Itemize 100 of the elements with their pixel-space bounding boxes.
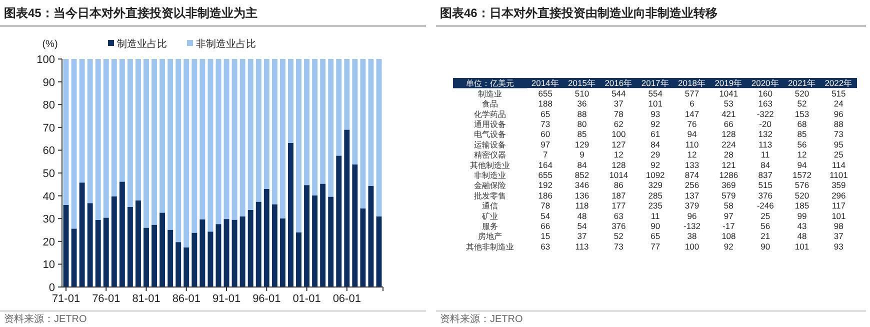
- data-label: 78: [540, 200, 550, 211]
- data-label: 520: [794, 88, 810, 98]
- y-tick-label: 精密仪器: [474, 150, 506, 160]
- y-tick-label: 60: [42, 145, 55, 158]
- y-axis-title: 单位：亿美元: [466, 79, 514, 88]
- data-label: 98: [834, 221, 844, 231]
- data-label: 66: [540, 221, 550, 231]
- data-label: 90: [760, 241, 770, 252]
- y-tick-label: 30: [42, 214, 55, 226]
- bar: [376, 216, 382, 287]
- data-label: 54: [540, 210, 550, 221]
- data-label: 25: [834, 150, 844, 160]
- bar: [376, 59, 382, 216]
- y-tick-label: 运输设备: [474, 140, 506, 150]
- data-label: 56: [797, 139, 807, 150]
- data-label: 63: [614, 210, 624, 221]
- y-tick-label: 50: [42, 168, 55, 180]
- x-tick-label: 2021年: [788, 78, 816, 88]
- data-label: -132: [683, 221, 701, 231]
- data-label: 160: [758, 88, 773, 98]
- bar: [240, 59, 246, 216]
- data-label: 76: [687, 119, 697, 129]
- data-label: 837: [758, 170, 773, 180]
- y-tick-label: 其他非制造业: [466, 242, 514, 252]
- bar: [127, 59, 133, 207]
- data-label: 520: [794, 190, 810, 200]
- x-tick-label: 2015年: [568, 78, 596, 88]
- bar: [192, 232, 198, 287]
- data-label: 92: [724, 241, 734, 252]
- bar: [184, 247, 190, 287]
- data-label: 655: [538, 88, 553, 98]
- y-tick-label: 10: [42, 259, 55, 272]
- data-label: 577: [684, 88, 700, 98]
- bar: [272, 204, 278, 287]
- data-label: 133: [684, 160, 700, 170]
- data-label: 100: [684, 241, 700, 252]
- bar: [256, 59, 262, 202]
- data-label: 54: [577, 221, 587, 231]
- data-label: 576: [794, 180, 810, 190]
- bar: [71, 228, 77, 287]
- data-label: 52: [614, 231, 624, 242]
- text: 资料来源：JETRO: [440, 313, 523, 325]
- data-label: 376: [612, 221, 626, 231]
- data-label: 1014: [609, 170, 628, 180]
- data-label: 554: [648, 88, 663, 98]
- data-label: 114: [832, 160, 846, 170]
- data-label: 153: [794, 108, 810, 119]
- y-tick-label: 矿业: [481, 212, 498, 221]
- legend-label: 制造业占比: [117, 38, 167, 50]
- bar: [192, 59, 198, 233]
- data-label: 192: [538, 180, 553, 190]
- y-tick-label: 电气设备: [474, 130, 506, 140]
- bar: [208, 232, 214, 287]
- bar: [79, 59, 85, 183]
- data-label: -20: [759, 119, 772, 129]
- data-label: 655: [538, 170, 553, 180]
- data-label: 12: [797, 150, 807, 160]
- data-label: 188: [538, 98, 553, 109]
- data-label: 43: [797, 221, 807, 231]
- y-tick-label: 80: [42, 100, 55, 112]
- bar: [136, 59, 141, 200]
- y-tick-label: 通信: [482, 202, 498, 211]
- y-tick-label: 非制造业: [474, 171, 506, 180]
- data-label: 73: [540, 119, 550, 129]
- data-label: 24: [834, 98, 844, 109]
- data-label: 129: [574, 139, 590, 150]
- data-label: 94: [797, 160, 807, 170]
- data-label: 235: [648, 200, 663, 211]
- data-label: 80: [577, 119, 587, 129]
- data-label: 1286: [719, 170, 738, 180]
- data-label: -17: [722, 221, 736, 231]
- y-tick-label: 90: [42, 76, 55, 89]
- bar: [119, 182, 125, 287]
- data-label: 12: [614, 150, 624, 160]
- bar: [95, 59, 101, 220]
- data-label: 187: [612, 190, 626, 200]
- y-tick-label: 房地产: [478, 232, 502, 242]
- bar: [87, 203, 93, 287]
- data-label: 37: [834, 231, 844, 242]
- x-tick-label: 76-01: [92, 293, 120, 305]
- data-label: 66: [724, 119, 734, 129]
- bar: [368, 59, 374, 186]
- data-label: 11: [760, 150, 770, 160]
- x-tick-label: 2014年: [531, 78, 560, 88]
- data-label: 256: [684, 180, 700, 190]
- data-label: 128: [612, 160, 626, 170]
- data-label: 97: [540, 139, 550, 150]
- data-label: 93: [834, 241, 844, 252]
- bar: [368, 186, 374, 287]
- data-label: 53: [724, 98, 734, 109]
- y-tick-label: 其他制造业: [470, 160, 510, 170]
- data-label: 28: [724, 150, 734, 160]
- bar: [320, 184, 326, 287]
- bar: [280, 59, 286, 218]
- data-label: 15: [540, 231, 550, 242]
- bar: [103, 59, 109, 218]
- bar: [344, 59, 350, 130]
- bar: [216, 224, 222, 287]
- data-label: 6: [690, 98, 695, 109]
- data-label: 21: [760, 231, 770, 242]
